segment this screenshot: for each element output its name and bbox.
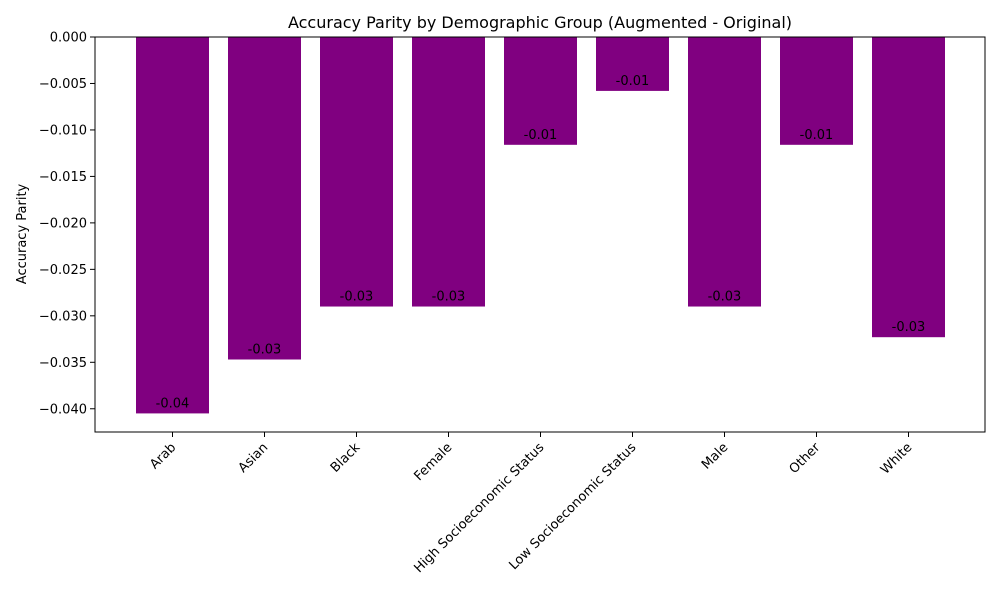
x-tick-label-8: White — [878, 440, 915, 477]
x-tick-label-7: Other — [787, 440, 824, 477]
bar-7 — [780, 37, 853, 145]
y-tick-label-5: −0.025 — [39, 263, 87, 278]
data-label-4: -0.01 — [524, 128, 558, 143]
x-tick-label-2: Black — [328, 440, 364, 476]
y-axis: 0.000 −0.005 −0.010 −0.015 −0.020 −0.025 −0.03… — [39, 31, 95, 417]
data-label-3: -0.03 — [432, 290, 466, 305]
bar-0 — [136, 37, 209, 414]
data-label-5: -0.01 — [616, 74, 650, 89]
data-label-6: -0.03 — [708, 290, 742, 305]
chart-title: Accuracy Parity by Demographic Group (Au… — [288, 13, 792, 32]
x-tick-label-6: Male — [699, 440, 731, 472]
plot-frame — [94, 36, 986, 433]
bar-6 — [688, 37, 761, 307]
bars-group — [136, 37, 945, 414]
data-label-2: -0.03 — [340, 290, 374, 305]
bar-4 — [504, 37, 577, 145]
x-tick-label-3: Female — [411, 440, 455, 484]
data-label-1: -0.03 — [248, 343, 282, 358]
y-tick-label-8: −0.040 — [39, 402, 87, 417]
y-tick-label-6: −0.030 — [39, 309, 87, 324]
bar-1 — [228, 37, 301, 360]
data-labels-group: -0.04 -0.03 -0.03 -0.03 -0.01 -0.01 -0.03 -0.01… — [156, 74, 926, 412]
x-tick-label-0: Arab — [147, 440, 179, 472]
data-label-0: -0.04 — [156, 396, 190, 411]
x-tick-label-1: Asian — [236, 440, 272, 476]
data-label-8: -0.03 — [892, 320, 926, 335]
bar-5 — [596, 37, 669, 91]
bar-3 — [412, 37, 485, 307]
y-tick-label-4: −0.020 — [39, 216, 87, 231]
y-tick-label-0: 0.000 — [50, 31, 87, 46]
y-tick-label-2: −0.010 — [39, 123, 87, 138]
y-axis-label: Accuracy Parity — [15, 183, 30, 284]
bar-2 — [320, 37, 393, 307]
bar-8 — [872, 37, 945, 338]
y-tick-label-1: −0.005 — [39, 77, 87, 92]
y-tick-label-7: −0.035 — [39, 356, 87, 371]
y-tick-label-3: −0.015 — [39, 170, 87, 185]
data-label-7: -0.01 — [800, 128, 834, 143]
